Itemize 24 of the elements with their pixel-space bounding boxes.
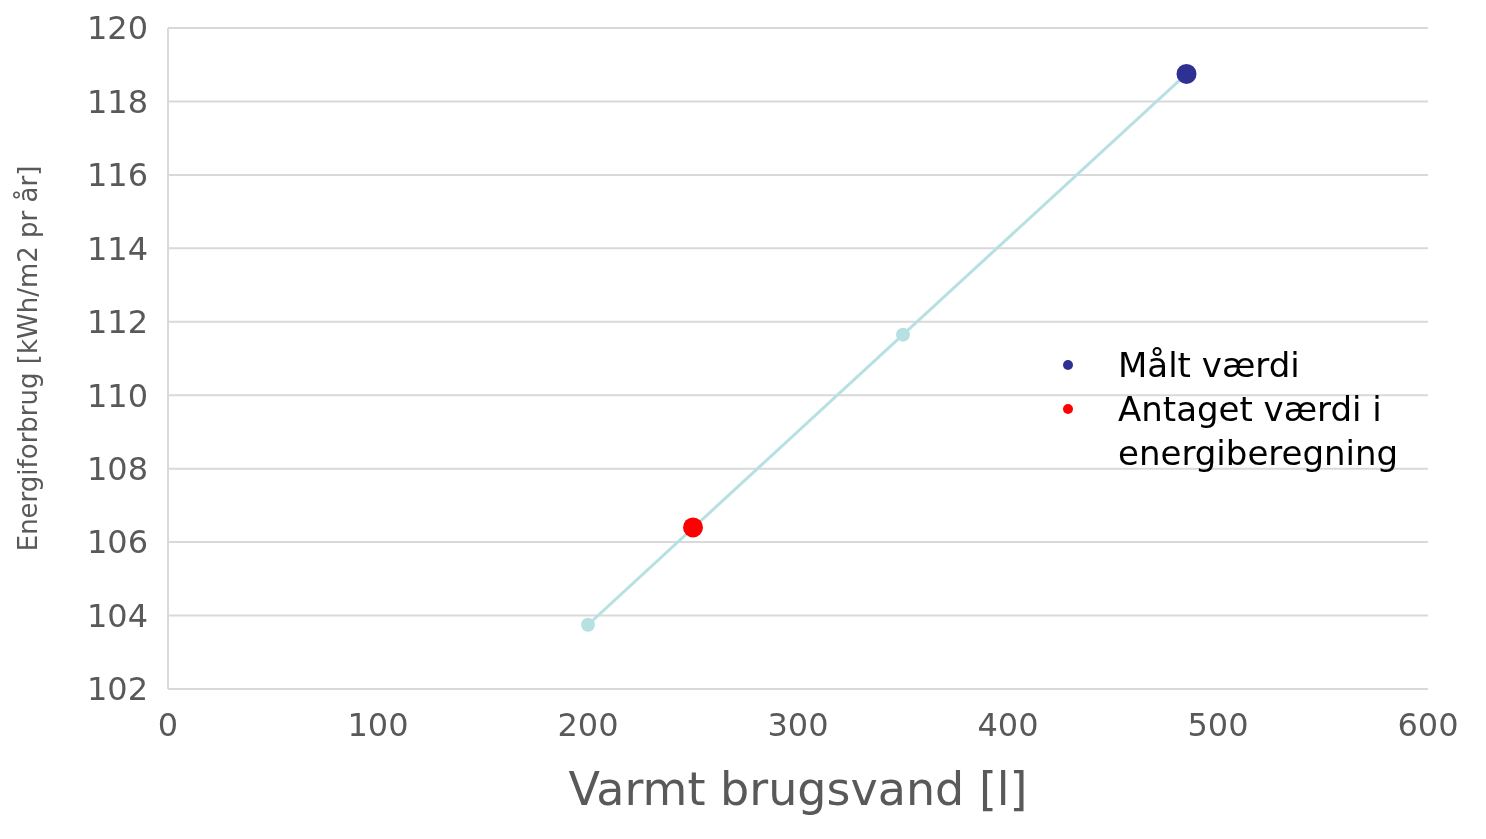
- y-tick-label: 104: [86, 596, 148, 635]
- y-tick-label: 106: [86, 523, 148, 562]
- legend-label: Antaget værdi i energiberegning: [1118, 388, 1400, 475]
- x-tick-label: 300: [767, 705, 829, 744]
- point: [896, 327, 910, 342]
- y-tick-label: 112: [86, 303, 148, 342]
- x-tick-label: 600: [1397, 705, 1459, 744]
- y-tick-label: 120: [86, 9, 148, 48]
- x-tick-label: 200: [557, 705, 619, 744]
- y-tick-label: 102: [86, 670, 148, 709]
- x-tick-label: 100: [347, 705, 409, 744]
- y-axis-title: Energiforbrug [kWh/m2 pr år]: [13, 165, 44, 552]
- y-tick-label: 114: [86, 229, 148, 268]
- y-tick-label: 110: [86, 376, 148, 415]
- x-tick-label: 400: [977, 705, 1039, 744]
- legend-label: Målt værdi: [1118, 344, 1300, 387]
- y-tick-label: 108: [86, 450, 148, 489]
- point: [683, 517, 703, 538]
- x-tick-label: 0: [157, 705, 179, 744]
- x-axis-title: Varmt brugsvand [l]: [568, 762, 1028, 816]
- point: [581, 617, 595, 632]
- y-tick-label: 116: [86, 156, 148, 195]
- y-tick-label: 118: [86, 82, 148, 121]
- x-tick-label: 500: [1187, 705, 1249, 744]
